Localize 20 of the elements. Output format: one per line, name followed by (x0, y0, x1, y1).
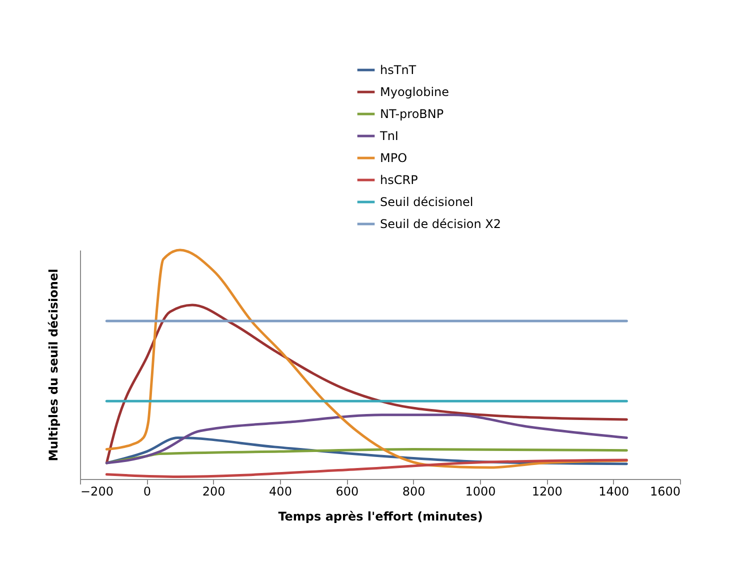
legend-label: hsTnT (380, 63, 417, 77)
legend-label: hsCRP (380, 173, 418, 187)
legend-label: NT-proBNP (380, 107, 444, 121)
x-tick-label: 1400 (598, 484, 630, 498)
legend-label: TnI (379, 129, 398, 143)
y-axis-title: Multiples du seuil décisionel (46, 268, 60, 462)
x-tick-label: 0 (143, 484, 151, 498)
legend-label: MPO (380, 151, 408, 165)
x-tick-label: 1600 (650, 484, 680, 498)
x-tick-label: 600 (336, 484, 359, 498)
x-tick-label: 800 (402, 484, 426, 498)
x-tick-label: 1200 (532, 484, 562, 498)
legend-label: Myoglobine (380, 85, 450, 99)
x-tick-label: 200 (202, 484, 226, 498)
x-axis-title: Temps après l'effort (minutes) (278, 510, 483, 524)
legend-label: Seuil de décision X2 (380, 217, 502, 231)
x-tick-label: −200 (80, 484, 114, 498)
x-tick-label: 400 (269, 484, 292, 498)
x-tick-label: 1000 (465, 484, 496, 498)
legend-label: Seuil décisionel (380, 195, 474, 209)
